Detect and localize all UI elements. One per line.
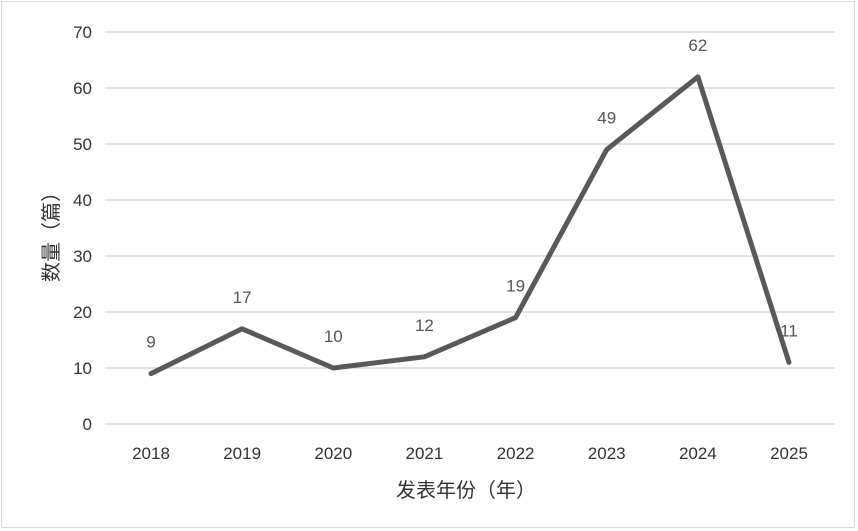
data-label: 10 <box>324 327 343 346</box>
y-tick-label: 70 <box>73 23 92 42</box>
x-tick-labels: 2018 2019 2020 2021 2022 2023 2024 2025 <box>132 444 808 463</box>
y-axis-title: 数量（篇） <box>39 182 63 282</box>
x-tick-label: 2024 <box>679 444 717 463</box>
x-tick-label: 2021 <box>406 444 444 463</box>
gridlines <box>105 31 835 425</box>
y-tick-label: 40 <box>73 191 92 210</box>
y-tick-label: 0 <box>83 415 92 434</box>
data-label: 9 <box>146 333 155 352</box>
x-tick-label: 2020 <box>314 444 352 463</box>
data-label: 19 <box>506 277 525 296</box>
series-line <box>148 74 792 377</box>
y-tick-label: 50 <box>73 135 92 154</box>
y-tick-label: 20 <box>73 303 92 322</box>
data-label: 62 <box>688 36 707 55</box>
y-tick-label: 60 <box>73 79 92 98</box>
y-tick-label: 10 <box>73 359 92 378</box>
x-axis-title: 发表年份（年） <box>396 478 536 502</box>
x-tick-label: 2023 <box>588 444 626 463</box>
y-tick-labels: 0 10 20 30 40 50 60 70 <box>73 23 92 434</box>
y-tick-label: 30 <box>73 247 92 266</box>
data-labels: 9 17 10 12 19 49 62 11 <box>146 36 798 352</box>
x-tick-label: 2018 <box>132 444 170 463</box>
data-label: 17 <box>233 288 252 307</box>
x-tick-label: 2022 <box>497 444 535 463</box>
data-label: 49 <box>597 109 616 128</box>
data-label: 11 <box>780 321 798 340</box>
x-tick-label: 2019 <box>223 444 261 463</box>
data-label: 12 <box>415 316 434 335</box>
x-tick-label: 2025 <box>770 444 808 463</box>
